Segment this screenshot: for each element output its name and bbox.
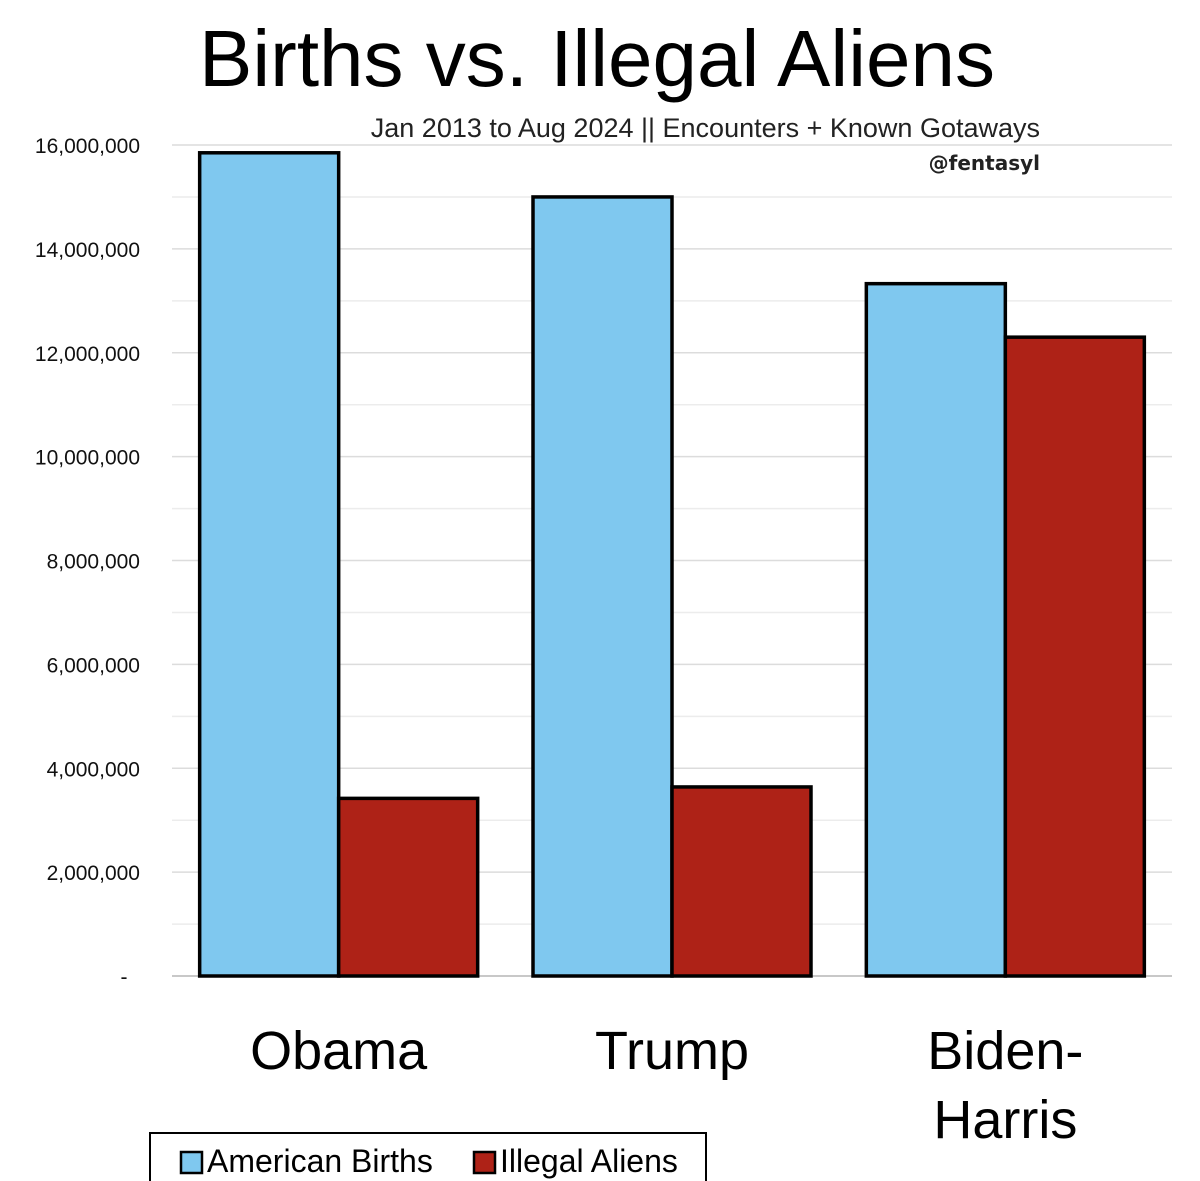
chart-credit: @fentasyl <box>929 151 1040 175</box>
y-tick-label: 14,000,000 <box>35 239 140 262</box>
chart-title: Births vs. Illegal Aliens <box>199 14 995 103</box>
y-tick-label: 2,000,000 <box>47 862 140 885</box>
y-tick-label: 8,000,000 <box>47 551 140 574</box>
y-tick-label: - <box>121 966 128 989</box>
x-category-label: Obama <box>250 1021 428 1081</box>
x-category-label: Biden-Harris <box>927 1021 1083 1150</box>
y-tick-label: 4,000,000 <box>47 758 140 781</box>
legend-swatch-illegal-aliens <box>472 1150 497 1175</box>
legend-swatch-american-births <box>179 1150 204 1175</box>
y-tick-label: 12,000,000 <box>35 343 140 366</box>
legend-label-illegal-aliens: Illegal Aliens <box>500 1143 678 1179</box>
bar-illegal-aliens-obama <box>336 796 480 978</box>
y-axis-ticks: - 2,000,000 4,000,000 6,000,000 8,000,000 10,… <box>35 135 140 989</box>
legend-label-american-births: American Births <box>207 1143 433 1179</box>
bars <box>197 151 1147 978</box>
bar-american-births-trump <box>531 195 674 978</box>
chart-subtitle: Jan 2013 to Aug 2024 || Encounters + Kno… <box>371 113 1040 143</box>
bar-illegal-aliens-trump <box>670 785 813 978</box>
x-axis-categories: Obama Trump Biden-Harris <box>250 1021 1083 1150</box>
y-tick-label: 6,000,000 <box>47 654 140 677</box>
legend: American Births Illegal Aliens <box>149 1132 707 1181</box>
bar-illegal-aliens-biden-harris <box>1003 335 1147 978</box>
y-tick-label: 10,000,000 <box>35 447 140 470</box>
bar-american-births-biden-harris <box>864 281 1008 978</box>
bar-american-births-obama <box>197 151 341 978</box>
x-category-label: Trump <box>595 1021 749 1081</box>
y-tick-label: 16,000,000 <box>35 135 140 158</box>
legend-box <box>149 1132 707 1181</box>
